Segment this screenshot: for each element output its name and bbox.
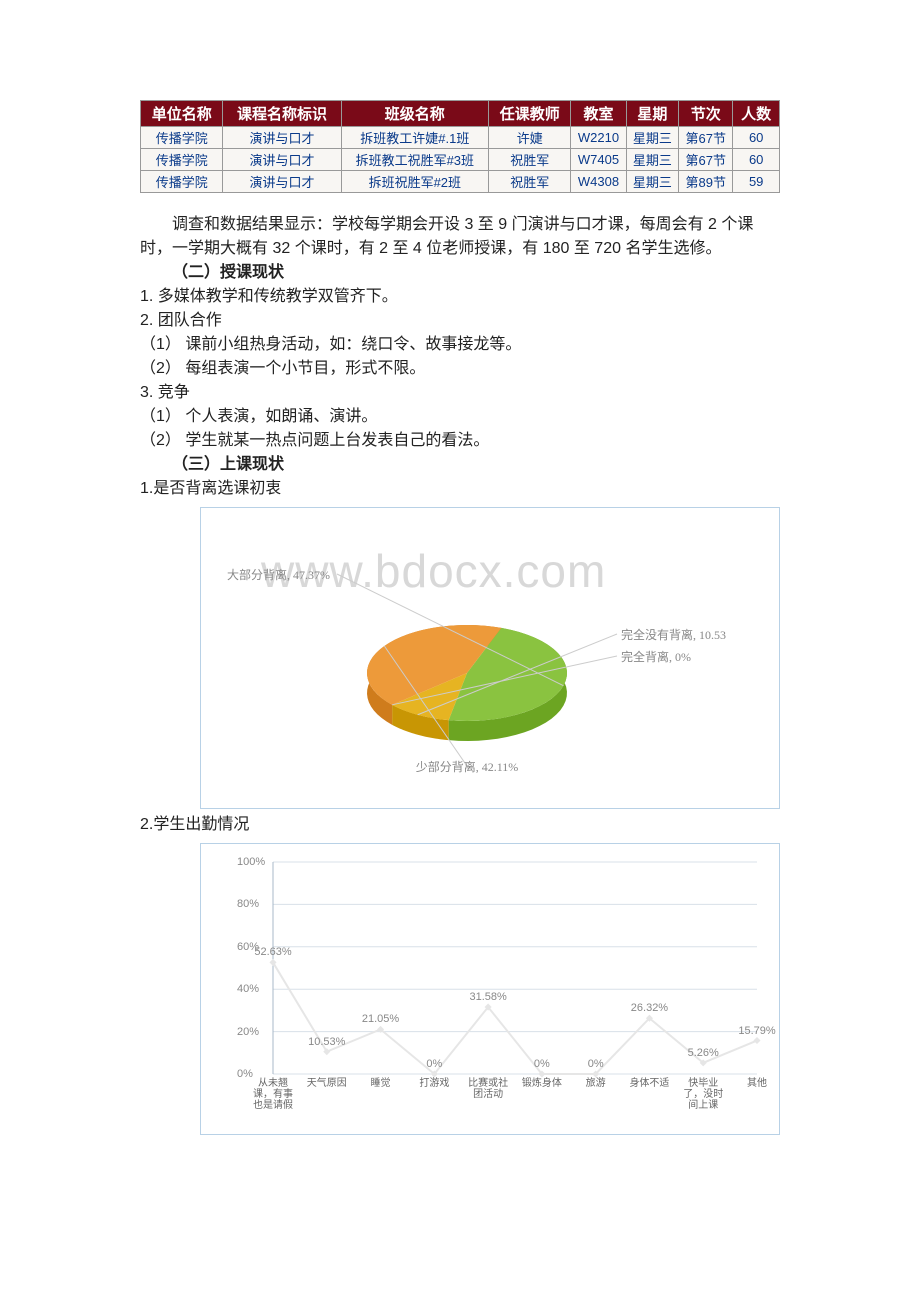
x-category-label: 睡觉 <box>361 1078 401 1089</box>
line-chart-attendance: 0%20%40%60%80%100% 从未翘课，有事也是请假天气原因睡觉打游戏比… <box>200 843 780 1135</box>
subheading-2: 2.学生出勤情况 <box>60 813 860 837</box>
y-tick-label: 40% <box>237 983 259 995</box>
data-point-label: 10.53% <box>308 1036 345 1048</box>
paragraph-summary: 调查和数据结果显示：学校每学期会开设 3 至 9 门演讲与口才课，每周会有 2 … <box>60 213 860 261</box>
x-category-label: 天气原因 <box>307 1078 347 1089</box>
table-header: 单位名称 <box>141 101 223 127</box>
item-1: 1. 多媒体教学和传统教学双管齐下。 <box>60 285 860 309</box>
heading-2: （二）授课现状 <box>60 261 860 285</box>
data-point-label: 15.79% <box>738 1025 775 1037</box>
data-point-label: 0% <box>534 1058 550 1070</box>
table-row: 传播学院演讲与口才拆班祝胜军#2班祝胜军W4308星期三第89节59 <box>141 171 780 193</box>
pie-slice-label: 大部分背离, 47.37% <box>227 566 330 583</box>
x-category-label: 其他 <box>737 1078 777 1089</box>
pie-chart-deviation: www.bdocx.com 大部分背离, 47.37%完全没有背离, 10.53… <box>200 507 780 809</box>
table-header: 星期 <box>626 101 679 127</box>
x-category-label: 比赛或社团活动 <box>468 1078 508 1100</box>
item-2-1: （1） 课前小组热身活动，如：绕口令、故事接龙等。 <box>60 333 860 357</box>
table-header: 班级名称 <box>341 101 488 127</box>
data-point-label: 0% <box>588 1058 604 1070</box>
table-header: 任课教师 <box>489 101 571 127</box>
item-3-2: （2） 学生就某一热点问题上台发表自己的看法。 <box>60 429 860 453</box>
data-point-label: 21.05% <box>362 1013 399 1025</box>
table-row: 传播学院演讲与口才拆班教工祝胜军#3班祝胜军W7405星期三第67节60 <box>141 149 780 171</box>
x-category-label: 锻炼身体 <box>522 1078 562 1089</box>
item-2-2: （2） 每组表演一个小节目，形式不限。 <box>60 357 860 381</box>
table-header: 节次 <box>679 101 733 127</box>
y-tick-label: 0% <box>237 1068 253 1080</box>
heading-3: （三）上课现状 <box>60 453 860 477</box>
data-point-label: 31.58% <box>469 991 506 1003</box>
pie-slice-label: 完全没有背离, 10.53 <box>621 626 726 643</box>
x-category-label: 旅游 <box>576 1078 616 1089</box>
table-header: 教室 <box>571 101 626 127</box>
data-point-label: 5.26% <box>688 1047 719 1059</box>
table-header: 人数 <box>733 101 780 127</box>
data-point-label: 26.32% <box>631 1002 668 1014</box>
y-tick-label: 20% <box>237 1026 259 1038</box>
x-category-label: 身体不适 <box>629 1078 669 1089</box>
item-3: 3. 竞争 <box>60 381 860 405</box>
data-point-label: 52.63% <box>254 946 291 958</box>
subheading-1: 1.是否背离选课初衷 <box>60 477 860 501</box>
item-3-1: （1） 个人表演，如朗诵、演讲。 <box>60 405 860 429</box>
x-category-label: 打游戏 <box>414 1078 454 1089</box>
pie-slice-label: 少部分背离, 42.11% <box>416 758 519 775</box>
x-category-label: 从未翘课，有事也是请假 <box>253 1078 293 1111</box>
x-category-label: 快毕业了，没时间上课 <box>683 1078 723 1111</box>
y-tick-label: 80% <box>237 898 259 910</box>
pie-slice-label: 完全背离, 0% <box>621 648 691 665</box>
data-point-label: 0% <box>426 1058 442 1070</box>
table-row: 传播学院演讲与口才拆班教工许婕#.1班许婕W2210星期三第67节60 <box>141 127 780 149</box>
table-header: 课程名称标识 <box>223 101 341 127</box>
course-table: 单位名称课程名称标识班级名称任课教师教室星期节次人数 传播学院演讲与口才拆班教工… <box>140 100 780 193</box>
y-tick-label: 100% <box>237 856 265 868</box>
item-2: 2. 团队合作 <box>60 309 860 333</box>
